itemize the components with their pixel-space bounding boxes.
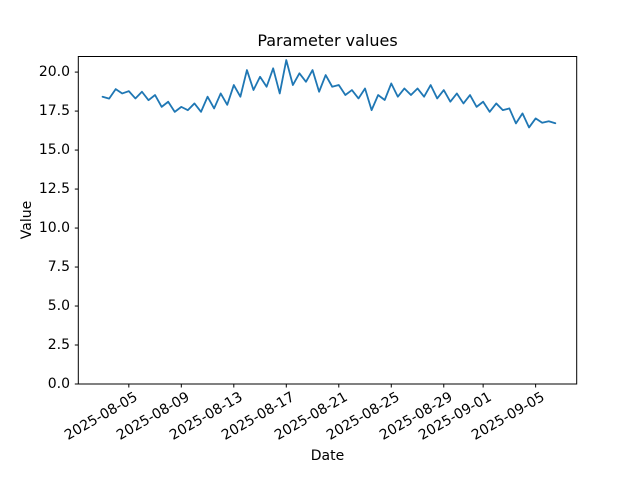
y-axis-label: Value bbox=[19, 200, 35, 240]
data-series-line bbox=[101, 59, 557, 129]
y-tick-label: 10.0 bbox=[38, 220, 70, 237]
y-tick-label: 12.5 bbox=[38, 181, 70, 198]
y-tick-label: 7.5 bbox=[47, 259, 70, 276]
chart-title: Parameter values bbox=[257, 31, 398, 50]
x-axis-label: Date bbox=[310, 448, 345, 464]
y-tick-label: 0.0 bbox=[47, 376, 70, 392]
plot-spines bbox=[77, 56, 578, 385]
y-tick-label: 20.0 bbox=[38, 64, 70, 81]
y-tick-label: 17.5 bbox=[38, 103, 70, 120]
y-tick-label: 15.0 bbox=[38, 142, 70, 159]
y-tick-label: 2.5 bbox=[47, 337, 70, 353]
y-tick-label: 5.0 bbox=[47, 298, 70, 315]
